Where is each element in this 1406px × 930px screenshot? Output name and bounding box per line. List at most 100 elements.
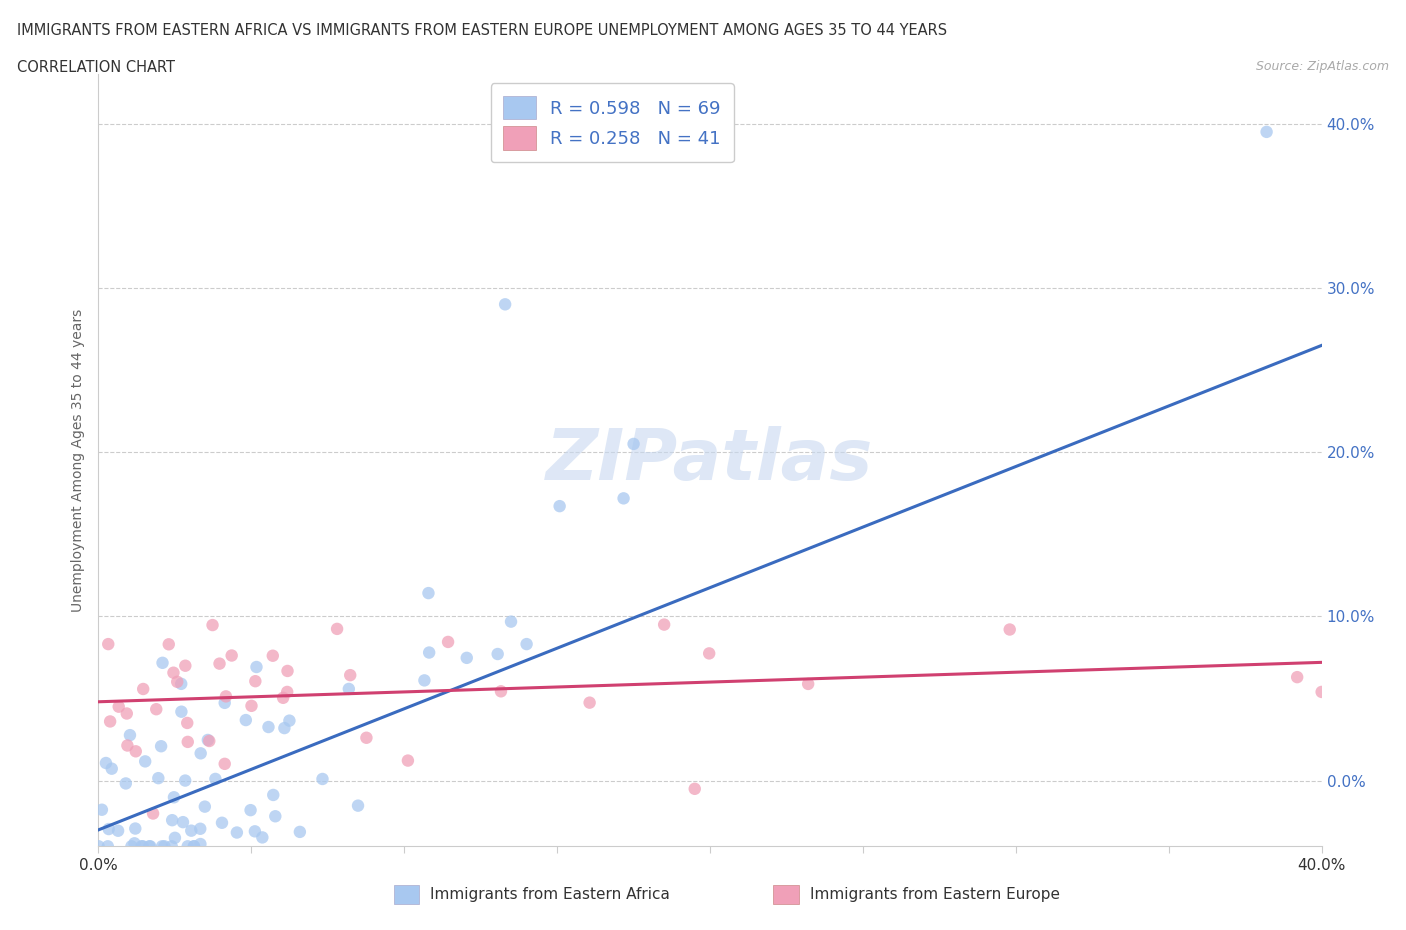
Point	[211, 816, 233, 830]
Point	[157, 637, 180, 652]
Point	[239, 803, 262, 817]
Point	[160, 813, 183, 828]
Point	[134, 754, 156, 769]
Point	[245, 673, 267, 688]
Point	[150, 839, 173, 854]
Point	[337, 682, 360, 697]
Point	[257, 720, 280, 735]
Point	[683, 781, 706, 796]
Point	[240, 698, 263, 713]
Point	[271, 690, 294, 705]
Point	[214, 696, 236, 711]
Point	[1310, 684, 1333, 699]
Point	[998, 622, 1021, 637]
Point	[132, 682, 155, 697]
Point	[172, 815, 194, 830]
Point	[499, 614, 522, 629]
Point	[197, 733, 219, 748]
Point	[183, 839, 205, 854]
Point	[204, 772, 226, 787]
Point	[87, 839, 110, 854]
Point	[107, 823, 129, 838]
Point	[194, 799, 217, 814]
Point	[142, 806, 165, 821]
Point	[138, 839, 160, 854]
Point	[97, 637, 120, 652]
Point	[516, 637, 538, 652]
Point	[177, 735, 200, 750]
Point	[190, 837, 212, 852]
Point	[176, 715, 198, 730]
Point	[613, 491, 636, 506]
Text: CORRELATION CHART: CORRELATION CHART	[17, 60, 174, 75]
Point	[190, 746, 212, 761]
Text: ZIPatlas: ZIPatlas	[547, 426, 873, 495]
Point	[198, 734, 221, 749]
Point	[139, 839, 162, 854]
Text: Source: ZipAtlas.com: Source: ZipAtlas.com	[1256, 60, 1389, 73]
Point	[623, 436, 645, 451]
Point	[120, 839, 142, 854]
Point	[170, 704, 193, 719]
Point	[276, 684, 298, 699]
Point	[124, 836, 146, 851]
Point	[548, 498, 571, 513]
Point	[456, 650, 478, 665]
Point	[148, 771, 170, 786]
Point	[125, 744, 148, 759]
Point	[276, 663, 298, 678]
Point	[162, 665, 184, 680]
Point	[201, 618, 224, 632]
Point	[145, 702, 167, 717]
Point	[221, 648, 243, 663]
Point	[98, 714, 121, 729]
Point	[100, 762, 122, 777]
Point	[264, 809, 287, 824]
Point	[152, 656, 174, 671]
Point	[115, 706, 138, 721]
Text: IMMIGRANTS FROM EASTERN AFRICA VS IMMIGRANTS FROM EASTERN EUROPE UNEMPLOYMENT AM: IMMIGRANTS FROM EASTERN AFRICA VS IMMIGR…	[17, 23, 948, 38]
Point	[124, 821, 146, 836]
Point	[243, 824, 266, 839]
Point	[174, 773, 197, 788]
Point	[652, 618, 675, 632]
Point	[252, 830, 274, 844]
Point	[494, 297, 516, 312]
Point	[262, 648, 284, 663]
Point	[1286, 670, 1309, 684]
Text: Immigrants from Eastern Europe: Immigrants from Eastern Europe	[810, 887, 1060, 902]
Point	[180, 823, 202, 838]
Point	[188, 821, 211, 836]
Legend: R = 0.598   N = 69, R = 0.258   N = 41: R = 0.598 N = 69, R = 0.258 N = 41	[491, 84, 734, 163]
Point	[288, 824, 311, 839]
Point	[150, 738, 173, 753]
Point	[697, 646, 720, 661]
Point	[418, 645, 440, 660]
Point	[117, 738, 139, 753]
Point	[114, 776, 136, 790]
Point	[489, 684, 512, 698]
Point	[118, 727, 141, 742]
Point	[97, 839, 120, 854]
Point	[160, 839, 183, 854]
Point	[311, 772, 333, 787]
Point	[486, 646, 509, 661]
Point	[183, 839, 205, 854]
Point	[163, 830, 186, 845]
Point	[245, 659, 267, 674]
Point	[90, 803, 112, 817]
Point	[131, 839, 153, 854]
Point	[418, 586, 440, 601]
Point	[214, 756, 236, 771]
Point	[107, 699, 129, 714]
Point	[262, 788, 284, 803]
Point	[326, 621, 349, 636]
Point	[94, 755, 117, 770]
Point	[413, 673, 436, 688]
Point	[177, 839, 200, 854]
Point	[163, 790, 186, 804]
Point	[396, 753, 419, 768]
Point	[215, 689, 238, 704]
Point	[578, 696, 600, 711]
Point	[132, 839, 155, 854]
